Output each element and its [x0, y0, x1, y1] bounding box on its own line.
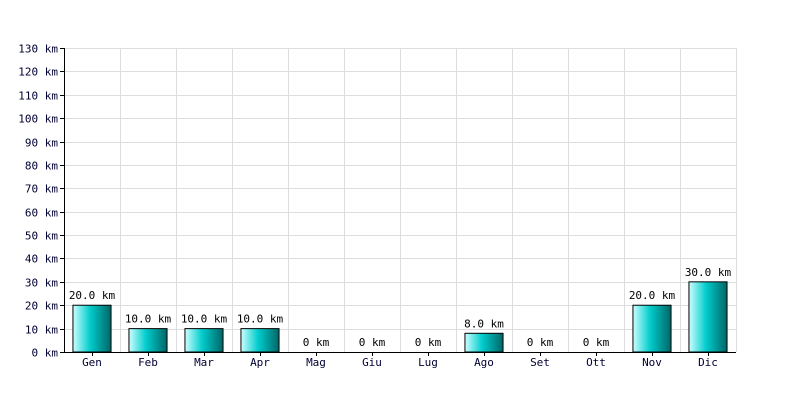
y-tick-label: 40 km [25, 253, 58, 266]
data-label-dic: 30.0 km [685, 266, 732, 279]
labels: 0 km 10 km 20 km 30 km 40 km 50 km 60 km 70 km 8… [18, 43, 731, 370]
x-tick-label: Ago [474, 356, 494, 369]
bar-gen [72, 304, 112, 353]
bar-mar [184, 328, 224, 353]
bars [72, 281, 728, 353]
y-tick-label: 70 km [25, 183, 58, 196]
data-label-ott: 0 km [583, 336, 610, 349]
x-tick-label: Mar [194, 356, 214, 369]
y-tick-label: 130 km [18, 43, 58, 56]
axes [60, 48, 736, 356]
x-tick-label: Dic [698, 356, 718, 369]
y-tick-label: 0 km [32, 347, 59, 360]
bar-dic [688, 281, 728, 353]
data-label-giu: 0 km [359, 336, 386, 349]
y-tick-label: 90 km [25, 137, 58, 150]
y-tick-label: 50 km [25, 230, 58, 243]
data-label-mag: 0 km [303, 336, 330, 349]
data-label-ago: 8.0 km [464, 317, 504, 330]
y-tick-label: 30 km [25, 277, 58, 290]
bar-nov [632, 304, 672, 353]
data-label-lug: 0 km [415, 336, 442, 349]
grid-lines [64, 48, 737, 353]
data-label-nov: 20.0 km [629, 289, 676, 302]
data-label-feb: 10.0 km [125, 313, 172, 326]
x-tick-label: Nov [642, 356, 662, 369]
x-tick-label: Gen [82, 356, 102, 369]
y-tick-label: 100 km [18, 113, 58, 126]
y-tick-label: 80 km [25, 160, 58, 173]
x-tick-label: Ott [586, 356, 606, 369]
bar-feb [128, 328, 168, 353]
data-label-set: 0 km [527, 336, 554, 349]
y-tick-label: 110 km [18, 90, 58, 103]
x-tick-label: Lug [418, 356, 438, 369]
data-label-mar: 10.0 km [181, 313, 228, 326]
y-tick-label: 120 km [18, 66, 58, 79]
y-tick-label: 20 km [25, 300, 58, 313]
x-tick-label: Feb [138, 356, 158, 369]
data-label-gen: 20.0 km [69, 289, 116, 302]
bar-apr [240, 328, 280, 353]
x-tick-label: Giu [362, 356, 382, 369]
y-tick-label: 10 km [25, 324, 58, 337]
x-tick-label: Apr [250, 356, 270, 369]
data-label-apr: 10.0 km [237, 313, 284, 326]
x-tick-label: Mag [306, 356, 326, 369]
x-tick-label: Set [530, 356, 550, 369]
y-tick-label: 60 km [25, 207, 58, 220]
bar-ago [464, 332, 504, 353]
